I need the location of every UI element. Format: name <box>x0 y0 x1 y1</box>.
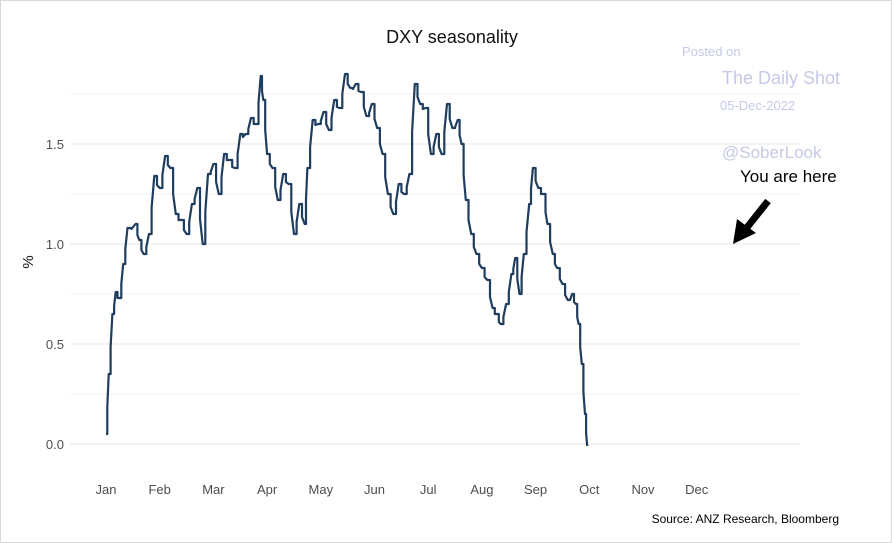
watermark-handle: @SoberLook <box>722 143 822 162</box>
pointer-arrow-icon <box>733 198 771 244</box>
y-axis-label: % <box>20 255 37 268</box>
x-tick-label: Oct <box>579 482 600 497</box>
y-tick-label: 1.5 <box>46 137 64 152</box>
watermark-daily-shot: The Daily Shot <box>722 68 840 88</box>
x-tick-labels: Jan Feb Mar Apr May Jun Jul Aug Sep Oct Nov Dec <box>96 482 709 497</box>
x-tick-label: Apr <box>257 482 278 497</box>
y-tick-label: 0.5 <box>46 337 64 352</box>
source-note: Source: ANZ Research, Bloomberg <box>652 512 839 526</box>
x-tick-label: Nov <box>631 482 655 497</box>
watermark-posted-on: Posted on <box>682 44 741 59</box>
x-tick-label: Jan <box>96 482 117 497</box>
gridlines <box>70 93 800 445</box>
x-tick-label: Jul <box>420 482 437 497</box>
series-layer <box>106 72 589 447</box>
y-tick-labels: 0.0 0.5 1.0 1.5 <box>46 137 64 452</box>
x-tick-label: Mar <box>202 482 225 497</box>
x-tick-label: May <box>309 482 334 497</box>
x-tick-label: Sep <box>524 482 547 497</box>
y-tick-label: 0.0 <box>46 437 64 452</box>
chart-title: DXY seasonality <box>386 27 518 47</box>
series-line <box>106 72 589 447</box>
watermark-date: 05-Dec-2022 <box>720 98 795 113</box>
x-tick-label: Aug <box>470 482 493 497</box>
you-are-here-label: You are here <box>740 167 837 186</box>
x-tick-label: Feb <box>148 482 170 497</box>
x-tick-label: Dec <box>685 482 709 497</box>
y-tick-label: 1.0 <box>46 237 64 252</box>
x-tick-label: Jun <box>364 482 385 497</box>
